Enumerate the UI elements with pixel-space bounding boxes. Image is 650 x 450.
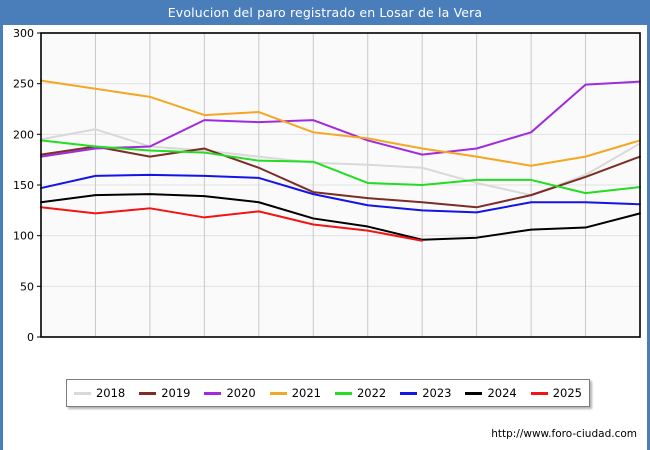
x-axis-tick-label: SEP: [494, 344, 515, 345]
legend-item-2024[interactable]: 2024: [465, 386, 517, 400]
x-axis-tick-label: FEB: [112, 344, 133, 345]
y-axis-tick-label: 100: [13, 230, 34, 243]
chart-legend: 2018 2019 2020 2021 2022 2023 2024 2025: [66, 379, 590, 407]
page-title: Evolucion del paro registrado en Losar d…: [167, 5, 483, 20]
x-axis-tick-label: NOV: [601, 344, 626, 345]
legend-label: 2021: [291, 386, 322, 400]
legend-label: 2020: [226, 386, 256, 400]
y-axis-tick-label: 0: [27, 331, 34, 344]
series-line-2024: [40, 193, 641, 241]
legend-item-2019[interactable]: 2019: [139, 386, 191, 400]
x-axis-tick-label: JUN: [330, 344, 351, 345]
legend-swatch-icon: [530, 391, 548, 395]
legend-label: 2023: [422, 386, 452, 400]
plot-frame: [40, 32, 641, 338]
footer-url: http://www.foro-ciudad.com: [491, 428, 637, 440]
window-title-bar: Evolucion del paro registrado en Losar d…: [3, 0, 647, 25]
legend-swatch-icon: [139, 391, 157, 395]
series-line-2019: [40, 145, 641, 209]
legend-item-2023[interactable]: 2023: [400, 386, 452, 400]
x-axis-tick-label: MAR: [165, 344, 190, 345]
legend-label: 2022: [356, 386, 387, 400]
legend-label: 2018: [95, 386, 126, 400]
legend-swatch-icon: [73, 391, 91, 395]
y-axis-tick-label: 250: [13, 78, 34, 91]
legend-item-2022[interactable]: 2022: [334, 386, 387, 400]
legend-item-2020[interactable]: 2020: [204, 386, 256, 400]
chart-area: 0 50 100 150 200 250 300 ENE FEB MAR ABR MAY JUN JUL A…: [3, 25, 647, 345]
legend-label: 2019: [161, 386, 191, 400]
series-line-2025: [40, 206, 424, 242]
legend-swatch-icon: [269, 391, 287, 395]
legend-item-2025[interactable]: 2025: [530, 386, 583, 400]
y-axis-tick-label: 200: [13, 128, 34, 141]
legend-swatch-icon: [204, 391, 222, 395]
legend-item-2021[interactable]: 2021: [269, 386, 322, 400]
line-chart-plot: 0 50 100 150 200 250 300 ENE FEB MAR ABR MAY JUN JUL A…: [13, 27, 641, 345]
y-axis-tick-label: 300: [13, 27, 34, 40]
legend-label: 2025: [552, 386, 583, 400]
x-axis-tick-label: OCT: [547, 344, 570, 345]
legend-swatch-icon: [400, 391, 418, 395]
x-axis-tick-label: ABR: [220, 344, 243, 345]
legend-swatch-icon: [334, 391, 352, 395]
series-line-2023: [40, 173, 641, 214]
legend-swatch-icon: [465, 391, 483, 395]
legend-label: 2024: [487, 386, 517, 400]
y-axis-tick-label: 150: [13, 179, 34, 192]
series-line-2022: [40, 139, 641, 195]
y-axis-tick-label: 50: [20, 280, 34, 293]
legend-item-2018[interactable]: 2018: [73, 386, 126, 400]
x-axis-tick-label: JUL: [385, 344, 404, 345]
x-axis-tick-label: ENE: [57, 344, 79, 345]
series-line-2021: [40, 79, 641, 167]
series-line-2020: [40, 80, 641, 158]
x-axis-tick-label: MAY: [275, 344, 298, 345]
x-axis-tick-label: AGO: [437, 344, 462, 345]
